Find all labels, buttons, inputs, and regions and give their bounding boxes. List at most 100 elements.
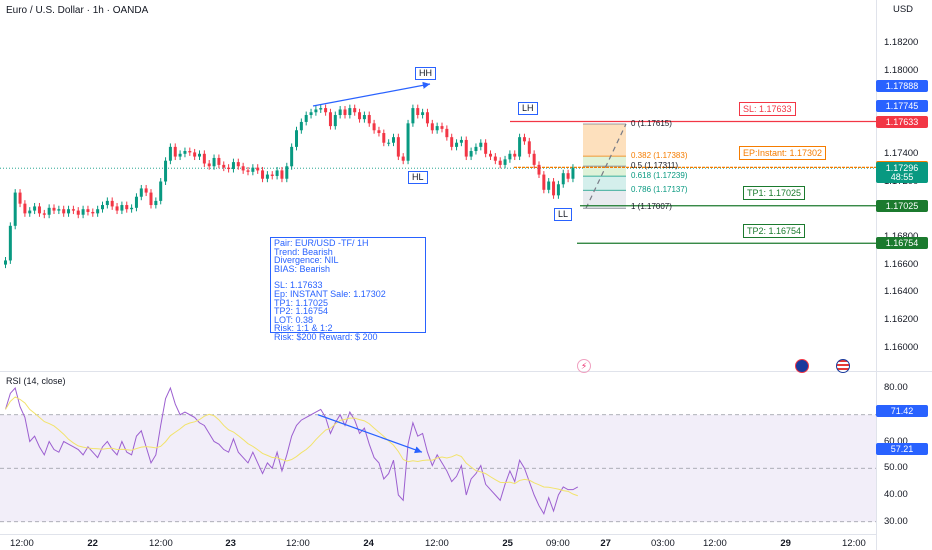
info-line: Pair: EUR/USD -TF/ 1H bbox=[274, 238, 369, 248]
info-line: Trend: Bearish bbox=[274, 246, 333, 257]
higher-high-label: HH bbox=[415, 67, 436, 80]
candle-body bbox=[57, 209, 61, 211]
candle-body bbox=[62, 209, 66, 214]
candle-body bbox=[406, 123, 410, 161]
candle-body bbox=[387, 142, 391, 144]
candle-body bbox=[18, 192, 22, 204]
candle-body bbox=[556, 184, 560, 196]
candle-body bbox=[202, 153, 206, 164]
candle-body bbox=[324, 108, 328, 113]
candle-body bbox=[256, 167, 260, 171]
info-line: Ep: INSTANT Sale: 1.17302 bbox=[274, 288, 386, 299]
candle-body bbox=[372, 123, 376, 131]
fib-level-382: 0.382 (1.17383) bbox=[631, 151, 688, 160]
us-flag-icon[interactable] bbox=[836, 359, 850, 373]
candle-body bbox=[489, 153, 492, 157]
price-tick-label: 1.16400 bbox=[884, 286, 919, 298]
candle-body bbox=[411, 108, 415, 124]
rsi-tag: 57.21 bbox=[876, 442, 928, 455]
rsi-tag: 71.42 bbox=[876, 404, 928, 417]
divergence-arrow-rsi bbox=[317, 414, 423, 454]
price-axis-divider bbox=[876, 0, 877, 550]
candle-body bbox=[222, 164, 226, 168]
entry-label: EP:Instant: 1.17302 bbox=[739, 146, 827, 160]
time-tick-label: 29 bbox=[780, 538, 791, 549]
candle-body bbox=[513, 153, 517, 157]
price-tick-label: 1.16000 bbox=[884, 341, 919, 353]
candle-body bbox=[139, 188, 143, 197]
candle-body bbox=[81, 209, 85, 215]
candle-body bbox=[217, 157, 221, 165]
candle-body bbox=[275, 170, 279, 176]
time-tick-label: 25 bbox=[502, 538, 513, 549]
candle-body bbox=[348, 108, 352, 116]
time-tick-label: 22 bbox=[87, 538, 98, 549]
candle-body bbox=[42, 213, 46, 215]
candle-body bbox=[421, 112, 425, 116]
candle-body bbox=[425, 112, 429, 124]
candle-body bbox=[508, 153, 512, 160]
info-line: BIAS: Bearish bbox=[274, 263, 331, 274]
currency-button[interactable]: USD bbox=[892, 4, 914, 15]
lightning-event-icon[interactable]: ⚡ bbox=[577, 359, 591, 373]
candle-body bbox=[183, 151, 187, 154]
time-axis-divider bbox=[0, 534, 876, 535]
candle-body bbox=[212, 157, 216, 167]
candle-body bbox=[358, 112, 362, 120]
candle-body bbox=[527, 141, 531, 154]
candle-body bbox=[484, 142, 488, 154]
lower-low-label: LL bbox=[554, 208, 573, 221]
candle-body bbox=[173, 146, 177, 157]
candle-body bbox=[67, 209, 71, 214]
candle-body bbox=[328, 112, 332, 127]
candle-body bbox=[251, 167, 255, 172]
candle-body bbox=[503, 159, 507, 165]
candle-body bbox=[231, 162, 235, 170]
info-line: Risk: $200 Reward: $ 200 bbox=[274, 331, 378, 342]
trade-info-box[interactable]: Pair: EUR/USD -TF/ 1H Trend: Bearish Div… bbox=[270, 237, 426, 341]
take-profit-2-label: TP2: 1.16754 bbox=[743, 224, 806, 238]
info-line: Divergence: NIL bbox=[274, 255, 339, 266]
candle-body bbox=[28, 210, 32, 214]
eu-flag-icon[interactable] bbox=[795, 359, 809, 373]
price-tick-label: 1.18200 bbox=[884, 37, 919, 48]
fib-level-786: 0.786 (1.17137) bbox=[631, 185, 688, 194]
price-chart[interactable] bbox=[0, 0, 876, 372]
candle-body bbox=[101, 205, 104, 210]
rsi-ma-line bbox=[5, 396, 578, 497]
candle-body bbox=[130, 207, 134, 210]
candle-body bbox=[353, 108, 357, 113]
candle-body bbox=[33, 206, 37, 211]
candle-body bbox=[265, 174, 269, 179]
price-tag: 48:55 bbox=[876, 171, 928, 184]
candle-body bbox=[299, 121, 303, 131]
candle-body bbox=[71, 209, 75, 211]
info-line: LOT: 0.38 bbox=[274, 314, 314, 325]
candle-body bbox=[455, 142, 459, 147]
rsi-tick-label: 80.00 bbox=[884, 382, 908, 393]
candle-body bbox=[474, 146, 478, 152]
candle-body bbox=[261, 170, 265, 179]
fib-level-618: 0.618 (1.17239) bbox=[631, 171, 688, 180]
candle-body bbox=[445, 128, 449, 138]
fib-zone-786-1 bbox=[583, 190, 626, 209]
pane-divider[interactable] bbox=[0, 371, 932, 372]
candle-body bbox=[227, 167, 231, 170]
rsi-tick-label: 30.00 bbox=[884, 515, 908, 527]
candle-body bbox=[285, 166, 289, 179]
price-tick-label: 1.18000 bbox=[884, 64, 919, 76]
candle-body bbox=[566, 173, 570, 179]
time-tick-label: 24 bbox=[363, 538, 374, 549]
candle-body bbox=[159, 181, 163, 201]
candle-body bbox=[246, 170, 250, 172]
candle-body bbox=[86, 209, 90, 212]
chart-title: Euro / U.S. Dollar · 1h · OANDA bbox=[6, 5, 149, 16]
rsi-chart[interactable] bbox=[0, 372, 876, 534]
price-tag: 1.17633 bbox=[876, 115, 928, 128]
candle-body bbox=[144, 188, 148, 193]
time-tick-label: 12:00 bbox=[286, 538, 310, 549]
divergence-arrow-price bbox=[312, 81, 431, 107]
info-line: TP2: 1.16754 bbox=[274, 306, 329, 317]
price-tick-label: 1.17400 bbox=[884, 147, 919, 159]
